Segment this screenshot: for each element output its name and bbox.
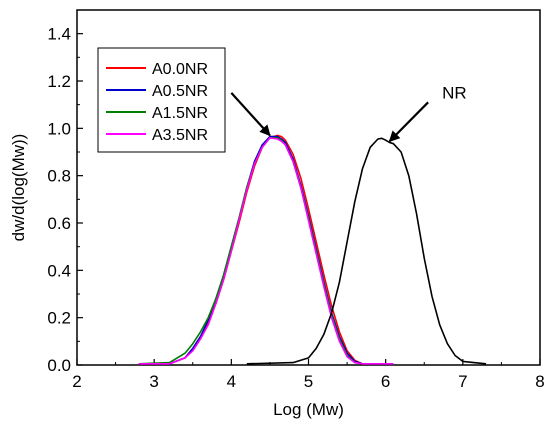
series-layer [138,134,487,365]
series-line-a1-5nr [138,137,394,365]
y-tick-label: 0.8 [47,167,71,186]
y-tick-label: 1.2 [47,72,71,91]
annotations: NR [230,83,467,143]
annotation-label: NR [442,83,467,102]
legend-label: A3.5NR [152,127,208,144]
x-tick-label: 6 [381,372,390,391]
series-line-a0-0nr [138,134,394,365]
annotation-arrow [388,101,429,143]
series-line-nr [246,137,487,365]
axis-ticks: 2 3 4 5 6 7 8 0.0 0.2 0.4 0.6 0.8 1.0 1.2 1.4 [47,25,544,391]
y-tick-label: 1.0 [47,119,71,138]
legend: A0.0NR A0.5NR A1.5NR A3.5NR [97,47,226,153]
x-tick-label: 7 [458,372,467,391]
y-tick-label: 0.4 [47,261,71,280]
legend-label: A0.0NR [152,61,208,78]
x-tick-label: 2 [72,372,81,391]
annotation-arrow [230,92,271,137]
y-tick-label: 0.2 [47,309,71,328]
x-tick-label: 4 [227,372,236,391]
y-tick-label: 0.6 [47,214,71,233]
x-axis-title: Log (Mw) [273,400,344,419]
y-tick-label: 0.0 [47,356,71,375]
legend-label: A0.5NR [152,83,208,100]
legend-label: A1.5NR [152,105,208,122]
y-axis-title: dw/d(log(Mw)) [9,134,28,242]
series-line-a0-5nr [138,135,394,365]
x-tick-label: 8 [535,372,544,391]
x-tick-label: 5 [304,372,313,391]
y-tick-label: 1.4 [47,25,71,44]
x-tick-label: 3 [149,372,158,391]
series-line-a3-5nr [138,137,394,365]
